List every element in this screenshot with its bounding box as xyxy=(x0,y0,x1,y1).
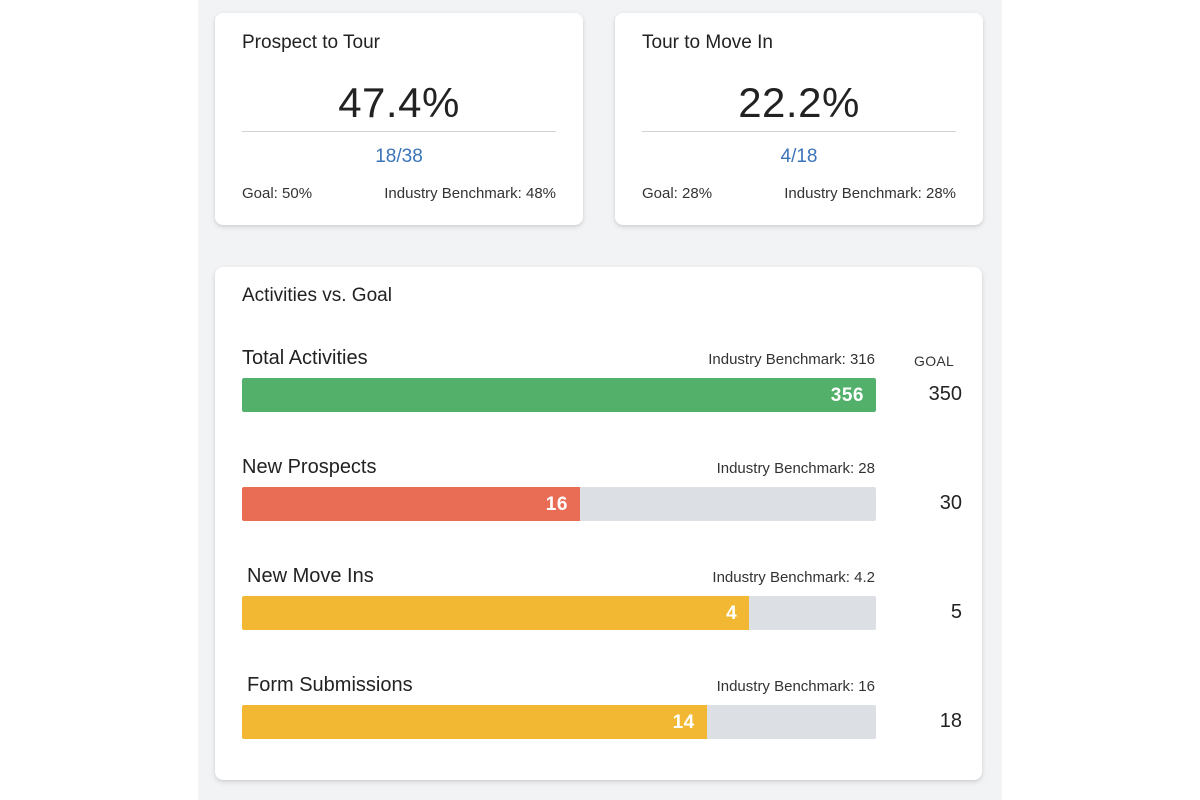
activities-vs-goal-card: Activities vs. Goal GOAL Total Activitie… xyxy=(215,267,982,780)
tour-to-move-in-card: Tour to Move In 22.2% 4/18 Goal: 28% Ind… xyxy=(615,13,983,225)
activity-label: Total Activities xyxy=(242,347,368,369)
activity-count: 14 xyxy=(672,712,695,733)
dashboard-area: Prospect to Tour 47.4% 18/38 Goal: 50% I… xyxy=(198,0,1002,800)
divider xyxy=(642,131,956,132)
card-title: Prospect to Tour xyxy=(242,32,381,53)
progress-bar-track: 356 xyxy=(242,378,876,412)
activity-label: New Prospects xyxy=(242,456,377,478)
activity-row-form-submissions: Form Submissions Industry Benchmark: 16 … xyxy=(242,674,962,754)
goal-value: 18 xyxy=(939,710,962,732)
progress-bar-fill: 14 xyxy=(242,705,707,739)
goal-column-header: GOAL xyxy=(914,353,955,369)
benchmark-label: Industry Benchmark: 4.2 xyxy=(712,569,875,586)
card-title: Activities vs. Goal xyxy=(242,285,392,306)
activity-label: New Move Ins xyxy=(247,565,374,587)
goal-value: 350 xyxy=(928,383,962,405)
activity-count: 4 xyxy=(726,603,738,624)
goal-label: Goal: 50% xyxy=(242,185,313,202)
benchmark-label: Industry Benchmark: 28% xyxy=(784,185,956,202)
progress-bar-fill: 4 xyxy=(242,596,750,630)
progress-bar-track: 14 xyxy=(242,705,876,739)
goal-value: 5 xyxy=(950,601,962,623)
conversion-ratio: 18/38 xyxy=(375,146,423,167)
benchmark-label: Industry Benchmark: 28 xyxy=(716,460,875,477)
activity-count: 356 xyxy=(830,385,864,406)
prospect-to-tour-card: Prospect to Tour 47.4% 18/38 Goal: 50% I… xyxy=(215,13,583,225)
activity-row-new-move-ins: New Move Ins Industry Benchmark: 4.2 4 5 xyxy=(242,565,962,645)
progress-bar-fill: 16 xyxy=(242,487,580,521)
activity-label: Form Submissions xyxy=(247,674,413,696)
conversion-percentage: 47.4% xyxy=(338,79,460,126)
conversion-percentage: 22.2% xyxy=(738,79,860,126)
divider xyxy=(242,131,556,132)
goal-label: Goal: 28% xyxy=(642,185,713,202)
activity-row-total-activities: Total Activities Industry Benchmark: 316… xyxy=(242,347,962,427)
benchmark-label: Industry Benchmark: 316 xyxy=(708,351,875,368)
progress-bar-track: 16 xyxy=(242,487,876,521)
benchmark-label: Industry Benchmark: 48% xyxy=(384,185,556,202)
conversion-ratio: 4/18 xyxy=(780,146,818,167)
card-title: Tour to Move In xyxy=(642,32,773,53)
progress-bar-fill: 356 xyxy=(242,378,876,412)
progress-bar-track: 4 xyxy=(242,596,876,630)
goal-value: 30 xyxy=(939,492,962,514)
activity-row-new-prospects: New Prospects Industry Benchmark: 28 16 … xyxy=(242,456,962,536)
benchmark-label: Industry Benchmark: 16 xyxy=(716,678,875,695)
activity-count: 16 xyxy=(545,494,568,515)
